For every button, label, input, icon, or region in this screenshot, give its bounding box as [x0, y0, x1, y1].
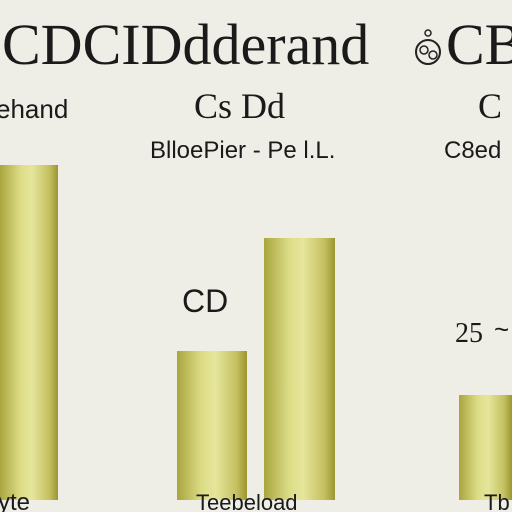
label-left: ehand	[0, 94, 68, 124]
bar	[264, 238, 335, 500]
title: CDCIDdderand	[2, 12, 369, 77]
label-center: Cs Dd	[194, 86, 285, 126]
bar	[459, 395, 512, 500]
bar	[0, 165, 58, 500]
annotation-right: 25	[455, 318, 483, 349]
subtitle-right: C8ed	[444, 137, 501, 164]
footer-right: Tb	[484, 490, 510, 512]
title-right: CB	[446, 12, 512, 77]
annotation-center: CD	[182, 283, 228, 319]
footer-left: yte	[0, 489, 30, 512]
subtitle: BlloePier - Pe l.L.	[150, 137, 335, 164]
annotation-mark: ~	[494, 314, 509, 344]
label-right: C	[478, 86, 502, 126]
bar	[177, 351, 247, 500]
title-icon	[415, 29, 441, 65]
footer-center: Teebeload	[196, 490, 298, 512]
